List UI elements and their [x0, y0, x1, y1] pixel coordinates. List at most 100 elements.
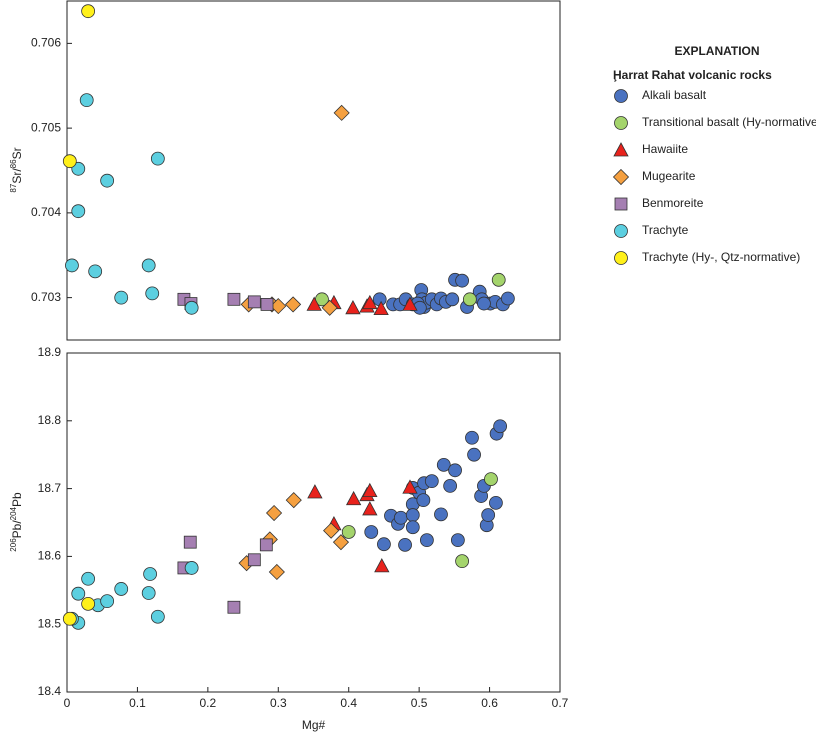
data-point [455, 273, 470, 288]
data-point [419, 533, 434, 548]
data-point [285, 492, 302, 509]
data-point [183, 535, 197, 549]
data-point [405, 520, 420, 535]
data-point [150, 151, 165, 166]
data-point [100, 173, 115, 188]
data-point [393, 510, 408, 525]
plot-frame [66, 352, 561, 693]
legend-label: Hawaiite [642, 142, 688, 156]
data-point [462, 292, 477, 307]
legend-marker [613, 142, 629, 157]
data-point [345, 299, 361, 315]
data-point [81, 4, 96, 19]
y-label-superscript: 204 [9, 506, 18, 520]
data-point [265, 504, 283, 522]
data-point [416, 493, 431, 508]
data-point [434, 507, 448, 522]
data-point [184, 561, 199, 575]
legend-marker [612, 168, 630, 186]
x-tick-label: 0.7 [552, 696, 569, 710]
y-label-text: Pb/ [10, 520, 24, 539]
y-tick-label: 0.705 [31, 120, 61, 134]
data-point [362, 501, 378, 516]
x-tick-label: 0.5 [411, 696, 428, 710]
data-point [489, 495, 503, 510]
data-point [285, 296, 302, 313]
legend-marker [614, 224, 628, 238]
data-point [467, 447, 481, 462]
data-point [443, 478, 458, 493]
legend-label: Trachyte [642, 223, 689, 237]
data-point [247, 295, 261, 309]
data-point [455, 554, 470, 569]
data-point [259, 538, 273, 552]
plot-frame [66, 0, 561, 341]
data-point [62, 154, 77, 169]
data-point [268, 563, 285, 581]
y-tick-label: 18.4 [38, 684, 62, 698]
x-tick-label: 0.1 [129, 696, 146, 710]
data-point [88, 264, 103, 279]
data-point [445, 292, 460, 307]
y-tick-label: 18.9 [38, 345, 62, 359]
data-point [364, 525, 379, 539]
data-point [227, 292, 241, 306]
data-point [402, 479, 418, 494]
legend-marker [614, 197, 628, 211]
data-point [402, 296, 418, 311]
y-label-text: Sr/ [10, 168, 24, 184]
y-label-superscript: 87 [9, 183, 18, 192]
data-point [450, 533, 465, 548]
data-point [227, 600, 241, 614]
data-point [141, 258, 156, 273]
data-point [333, 104, 350, 121]
x-tick-label: 0.3 [270, 696, 287, 710]
data-point [145, 286, 160, 301]
data-point [341, 525, 356, 539]
data-point [362, 482, 378, 498]
data-point [332, 534, 350, 551]
y-tick-label: 18.8 [38, 413, 62, 427]
data-point [373, 300, 389, 316]
data-point [398, 537, 412, 552]
data-point [114, 290, 129, 305]
y-axis-label: 87Sr/86Sr [9, 147, 25, 192]
data-point [71, 204, 86, 219]
y-label-text: Sr [10, 147, 24, 159]
legend-label: Transitional basalt (Hy-normative) [642, 115, 816, 129]
data-point [71, 586, 86, 601]
data-point [345, 490, 362, 506]
legend-subtitle: Ḩarrat Rahat volcanic rocks [613, 68, 772, 82]
x-tick-label: 0 [64, 696, 71, 710]
x-tick-label: 0.2 [200, 696, 217, 710]
x-tick-label: 0.6 [481, 696, 498, 710]
data-point [307, 484, 323, 499]
x-axis-label: Mg# [302, 718, 326, 732]
legend-marker [614, 116, 628, 130]
data-point [493, 419, 508, 434]
data-point [247, 553, 261, 567]
y-tick-label: 18.7 [38, 481, 62, 495]
data-point [323, 522, 340, 539]
data-point [500, 291, 515, 306]
y-label-superscript: 206 [9, 538, 18, 552]
y-axis-label: 206Pb/204Pb [9, 492, 25, 552]
data-point [362, 294, 378, 310]
data-point [184, 300, 199, 315]
y-tick-label: 18.6 [38, 549, 62, 563]
y-tick-label: 18.5 [38, 616, 62, 630]
data-point [436, 457, 451, 472]
data-point [81, 571, 96, 586]
data-point [141, 586, 156, 600]
data-point [62, 611, 77, 626]
legend-label: Mugearite [642, 169, 696, 183]
data-point [321, 299, 338, 316]
legend-label: Alkali basalt [642, 88, 707, 102]
y-tick-label: 0.704 [31, 205, 61, 219]
data-point [260, 298, 274, 311]
data-point [65, 258, 79, 273]
data-point [405, 508, 420, 522]
y-tick-label: 0.703 [31, 290, 61, 304]
data-point [377, 537, 391, 552]
